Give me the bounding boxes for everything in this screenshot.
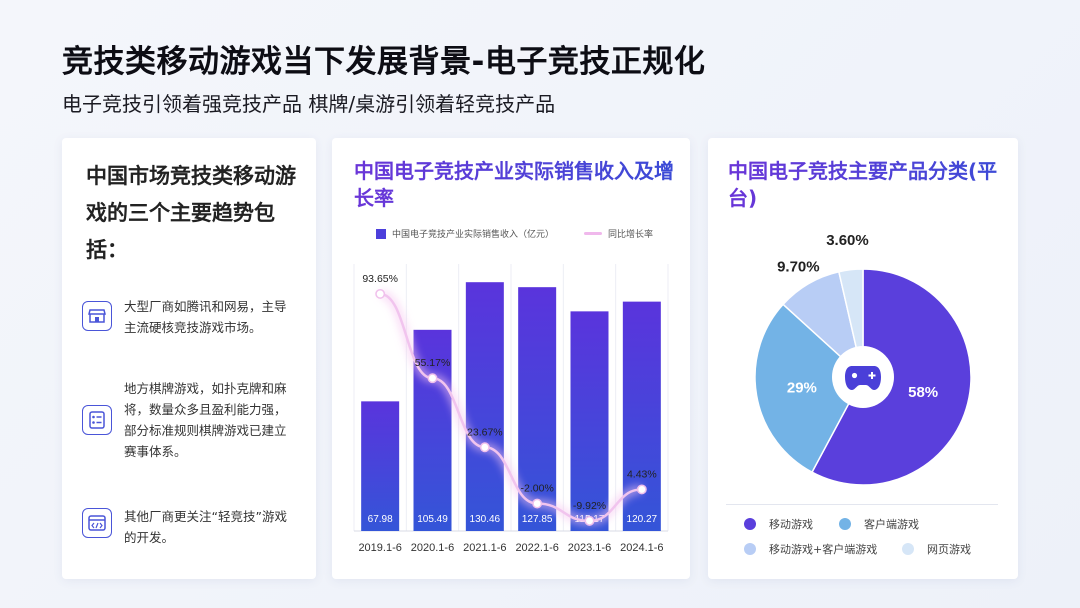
pie-legend-item: 客户端游戏 [839,516,919,532]
code-window-icon [82,508,112,538]
pie-legend-label: 移动游戏+客户端游戏 [769,543,878,556]
pie-legend-swatch [744,518,756,530]
growth-rate-label: 23.67% [467,426,503,438]
revenue-bar [518,287,557,531]
revenue-chart: 67.98 2019.1-6 105.49 2020.1-6 130.46 2021.1-… [353,264,669,554]
pie-legend-item: 网页游戏 [902,541,971,557]
legend-line-label: 同比增长率 [608,230,654,240]
pie-slice [754,303,864,474]
x-tick-label: 2023.1-6 [568,542,611,554]
trends-heading: 中国市场竞技类移动游戏的三个主要趋势包括： [86,164,296,262]
page-title: 竞技类移动游戏当下发展背景-电子竞技正规化 [62,44,706,80]
trend-text-3: 其他厂商更关注“轻竞技”游戏的开发。 [124,509,287,545]
trend-text-2: 地方棋牌游戏，如扑克牌和麻将，数量众多且盈利能力强，部分标准规则棋牌游戏已建立赛… [124,381,287,459]
revenue-bar [465,282,504,531]
legend-bar-swatch [376,228,386,239]
x-tick-label: 2020.1-6 [411,542,454,554]
bar-value-label: 120.27 [627,514,658,525]
pie-legend-item: 移动游戏+客户端游戏 [744,541,877,557]
bar-value-label: 67.98 [368,514,393,525]
pie-legend-swatch [744,543,756,555]
gamepad-icon [845,366,881,390]
platform-pie-chart: 58% 29% 9.70% 3.60% [754,232,972,486]
revenue-bar [570,311,609,531]
pie-legend-label: 客户端游戏 [864,518,919,531]
x-tick-label: 2024.1-6 [620,542,663,554]
growth-rate-point [636,484,647,495]
pie-legend-label: 移动游戏 [769,518,813,531]
trend-text-1: 大型厂商如腾讯和网易，主导主流硬核竞技游戏市场。 [124,299,287,335]
growth-rate-label: 4.43% [627,468,657,480]
growth-rate-point [427,373,438,384]
legend-line-swatch [584,232,603,235]
growth-rate-label: 55.17% [415,357,451,369]
x-tick-label: 2021.1-6 [463,542,506,554]
legend-divider [726,504,998,505]
pie-slice-label: 58% [908,384,938,401]
pie-slice-label: 3.60% [826,232,869,249]
pie-legend-swatch [839,518,851,530]
pie-legend-swatch [902,543,914,555]
revenue-chart-legend: 中国电子竞技产业实际销售收入（亿元） 同比增长率 [376,227,653,240]
growth-rate-point [479,442,490,453]
platform-chart-title: 中国电子竞技主要产品分类(平台) [728,158,1008,212]
store-icon [82,301,112,331]
growth-rate-label: 93.65% [362,273,398,285]
pie-legend-label: 网页游戏 [927,543,971,556]
trends-card: 中国市场竞技类移动游戏的三个主要趋势包括： 大型厂商如腾讯和网易，主导主流硬核竞… [62,138,316,579]
revenue-chart-card: 中国电子竞技产业实际销售收入及增长率 中国电子竞技产业实际销售收入（亿元） 同比… [332,138,690,579]
x-tick-label: 2022.1-6 [515,542,558,554]
bar-value-label: 130.46 [470,514,501,525]
growth-rate-point [532,498,543,509]
pie-slice-label: 9.70% [777,259,820,276]
list-icon [82,405,112,435]
growth-rate-label: -9.92% [573,500,606,512]
platform-chart-card: 中国电子竞技主要产品分类(平台) 58% 29% 9.70% 3.60% 移动游戏 客户… [708,138,1018,579]
pie-legend-item: 移动游戏 [744,516,813,532]
pie-slice-label: 29% [787,380,817,397]
legend-bar-label: 中国电子竞技产业实际销售收入（亿元） [392,230,555,240]
growth-rate-label: -2.00% [521,483,554,495]
x-tick-label: 2019.1-6 [358,542,401,554]
bar-value-label: 127.85 [522,514,553,525]
revenue-chart-title: 中国电子竞技产业实际销售收入及增长率 [354,159,674,210]
revenue-bar [361,401,400,531]
page-subtitle: 电子竞技引领着强竞技产品 棋牌/桌游引领着轻竞技产品 [62,92,556,116]
bar-value-label: 105.49 [417,514,448,525]
growth-rate-point [584,515,595,526]
growth-rate-point [375,288,386,299]
